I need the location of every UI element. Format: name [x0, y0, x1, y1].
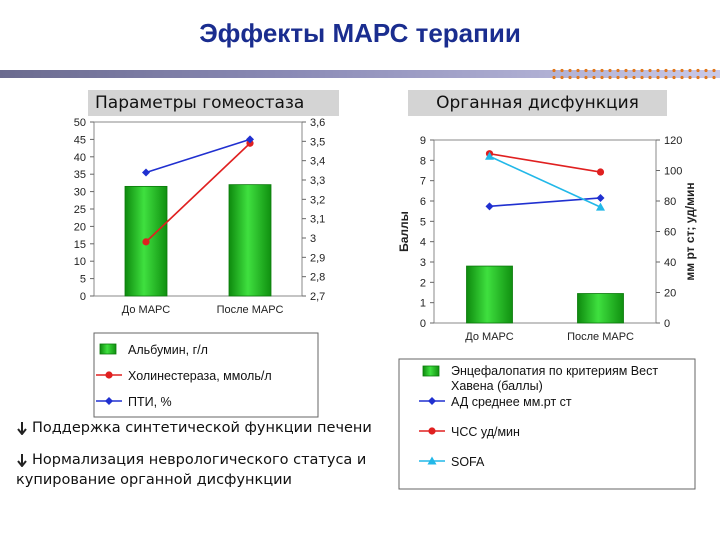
left-tick-label: 20	[74, 221, 86, 233]
arrow-bullet-icon	[17, 422, 27, 435]
bullet-item: Нормализация неврологического статуса и …	[16, 450, 396, 490]
right-tick-label: 3,4	[310, 156, 325, 168]
category-label: До МАРС	[122, 304, 170, 316]
bullet-text-continued: купирование органной дисфункции	[16, 472, 292, 488]
circle-marker	[142, 238, 150, 246]
right-tick-label: 3,6	[310, 117, 325, 129]
series-line	[145, 138, 251, 174]
right-tick-label: 3,2	[310, 194, 325, 206]
legend-label: ПТИ, %	[128, 395, 172, 409]
title-underline-bar	[0, 70, 720, 78]
left-tick-label: 10	[74, 256, 86, 268]
right-tick-label: 2,9	[310, 252, 325, 264]
legend-box	[93, 332, 319, 418]
right-tick-label: 3,5	[310, 136, 325, 148]
diamond-marker	[105, 397, 113, 405]
left-tick-label: 25	[74, 204, 86, 216]
left-tick-label: 40	[74, 152, 86, 164]
category-label: После МАРС	[217, 304, 284, 316]
legend-label: Холинестераза, ммоль/л	[128, 369, 272, 383]
bullet-text: Поддержка синтетической функции печени	[32, 420, 372, 436]
right-tick-label: 3,3	[310, 175, 325, 187]
homeostasis-header: Параметры гомеостаза	[88, 90, 339, 116]
left-tick-label: 35	[74, 169, 86, 181]
right-tick-label: 3,1	[310, 214, 325, 226]
left-tick-label: 30	[74, 187, 86, 199]
bar	[228, 184, 272, 297]
circle-marker	[105, 371, 113, 379]
page-title: Эффекты МАРС терапии	[199, 18, 521, 48]
left-tick-label: 0	[80, 291, 86, 303]
decorative-dots	[550, 67, 720, 81]
right-tick-label: 3	[310, 233, 316, 245]
diamond-marker	[246, 135, 254, 144]
left-tick-label: 15	[74, 239, 86, 251]
diamond-marker	[142, 168, 150, 177]
bullet-list: Поддержка синтетической функции печени Н…	[16, 418, 396, 490]
bullet-item: Поддержка синтетической функции печени	[16, 418, 396, 438]
legend-bar-swatch	[99, 343, 117, 355]
series-line	[145, 142, 251, 243]
legend-label: Альбумин, г/л	[128, 343, 208, 357]
right-tick-label: 2,8	[310, 272, 325, 284]
left-tick-label: 50	[74, 117, 86, 129]
right-tick-label: 2,7	[310, 291, 325, 303]
left-tick-label: 5	[80, 274, 86, 286]
left-tick-label: 45	[74, 134, 86, 146]
arrow-bullet-icon	[17, 454, 27, 467]
organ-dysfunction-header: Органная дисфункция	[408, 90, 667, 116]
bullet-text: Нормализация неврологического статуса и	[32, 452, 367, 468]
